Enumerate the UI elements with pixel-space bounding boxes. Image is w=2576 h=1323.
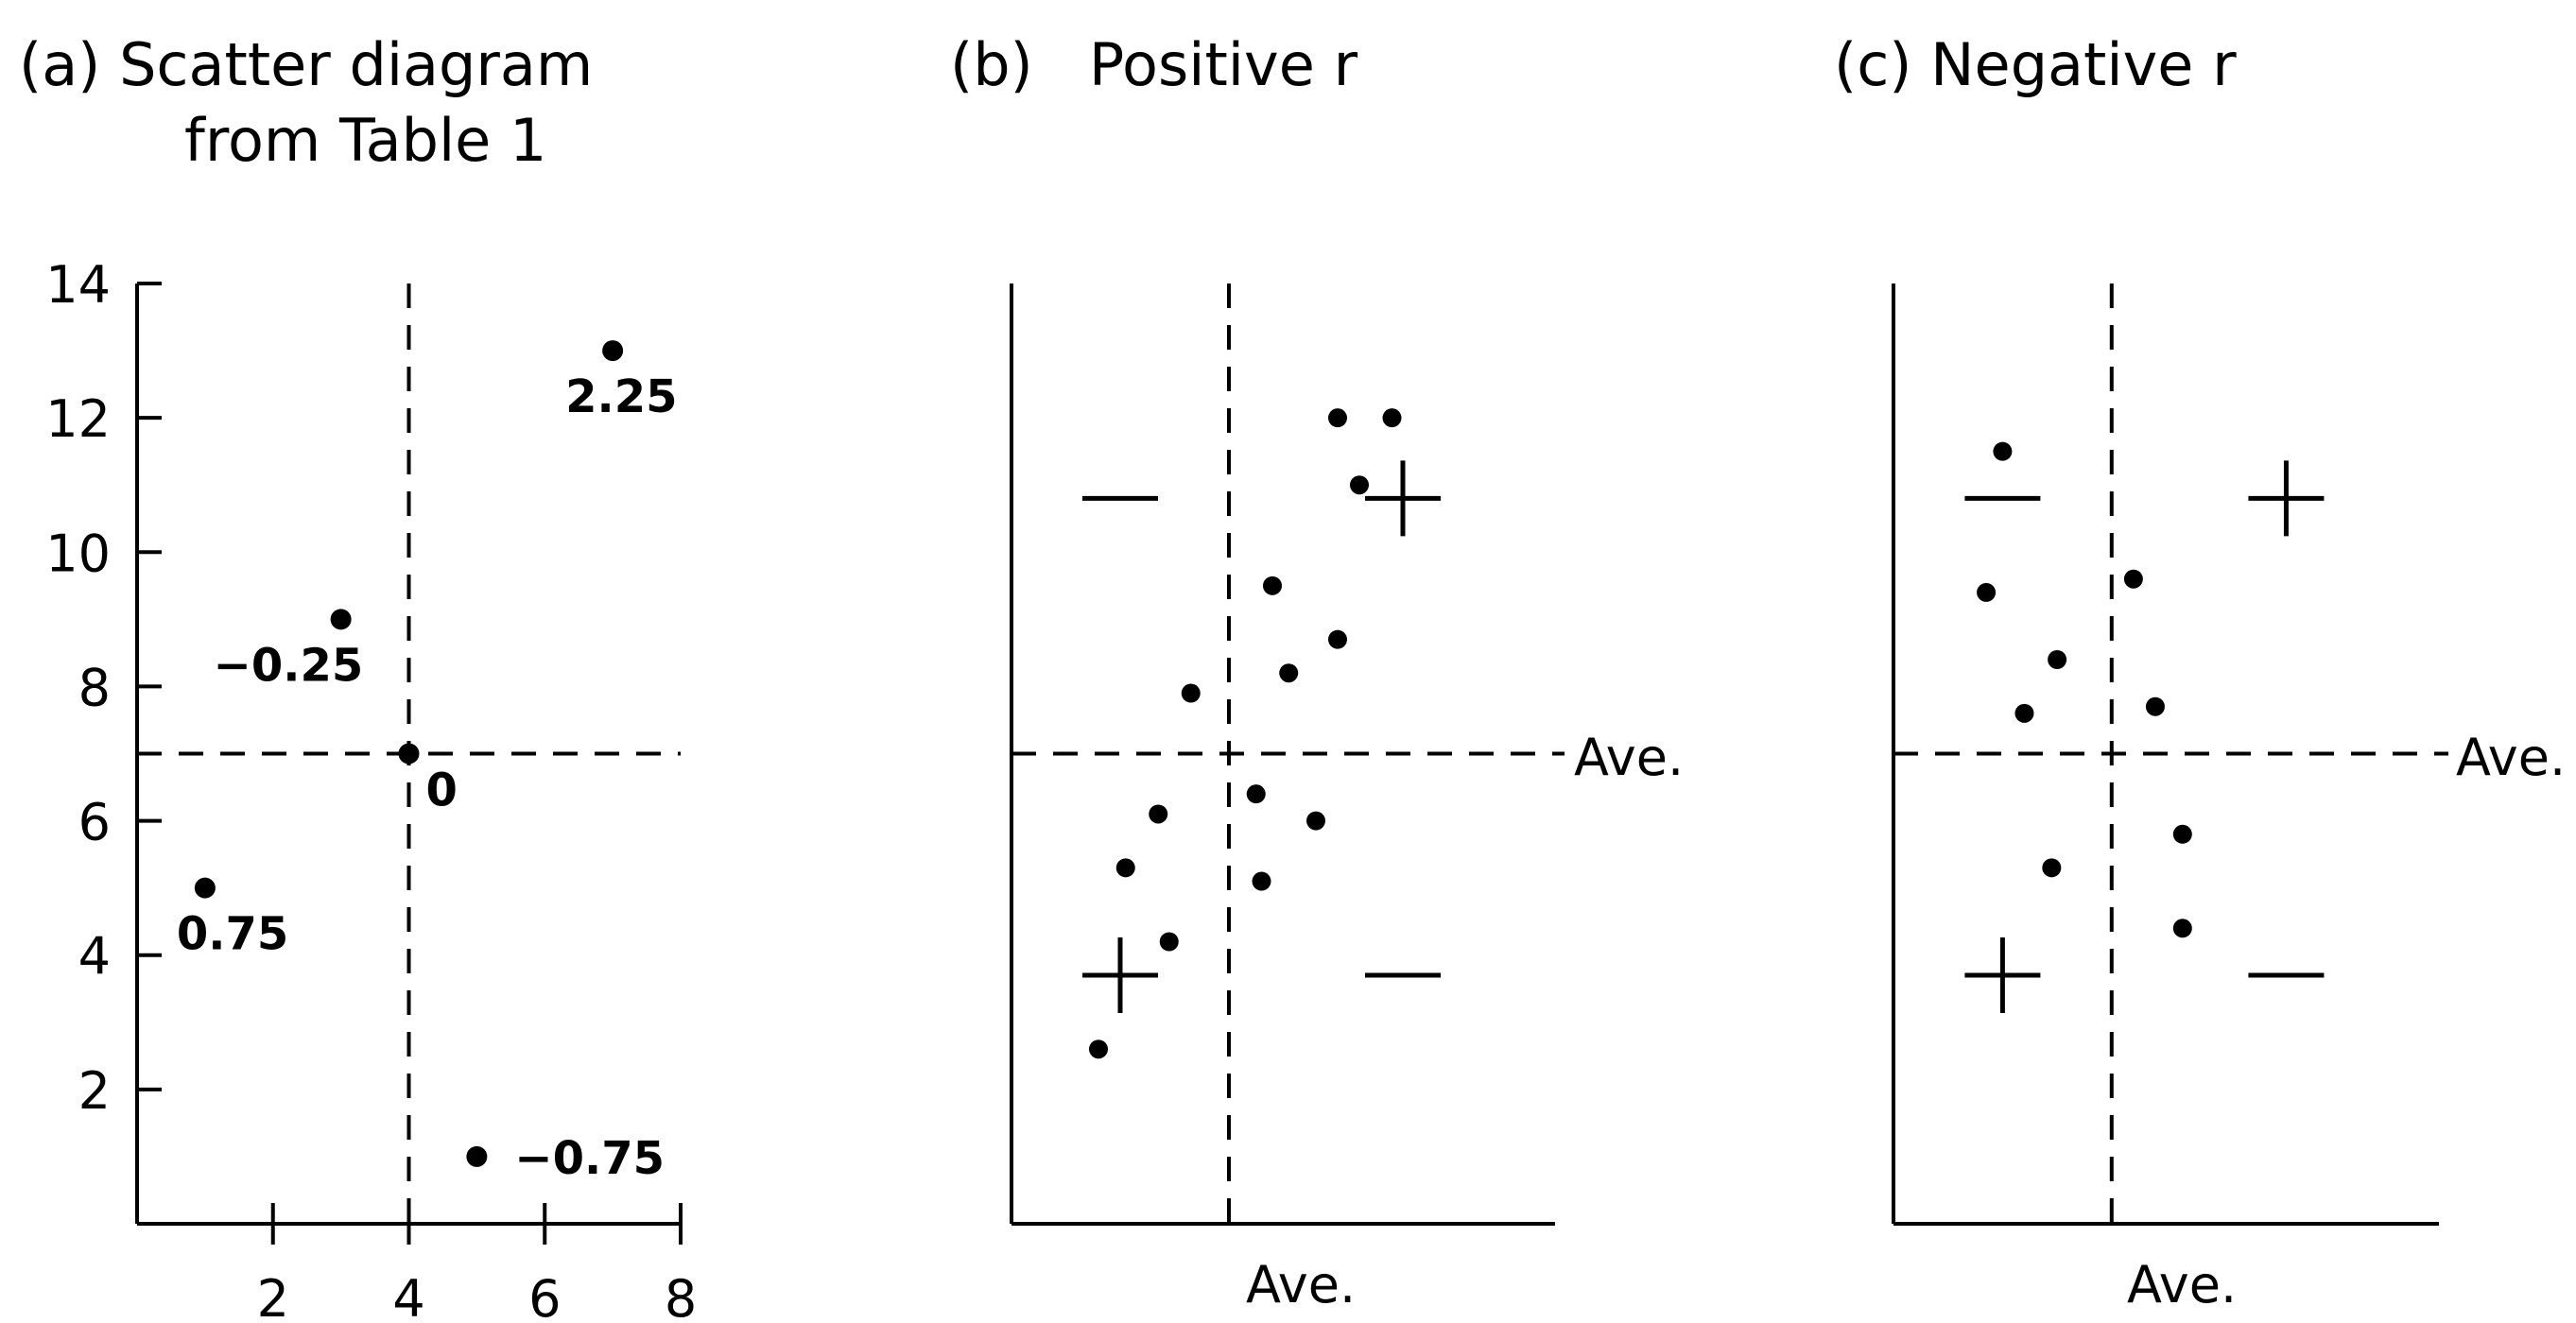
- panel-a-point-label: −0.25: [214, 639, 364, 692]
- panel-c-data-point: [2172, 824, 2192, 844]
- panel-a-data-point: [602, 340, 624, 362]
- panel-a-x-tick-label: 6: [528, 1269, 561, 1323]
- panel-a-x-tick-label: 8: [665, 1269, 697, 1323]
- panel-a-data-point: [466, 1145, 488, 1167]
- panel-a-y-tick-label: 10: [45, 524, 111, 583]
- panel-c-data-point: [2014, 703, 2034, 723]
- panel-a-y-tick-label: 8: [78, 658, 111, 717]
- panel-b-sign-lower-left: [1082, 937, 1158, 1014]
- panel-a-data-point: [194, 877, 216, 899]
- panel-c-plot: Ave. Ave.: [1892, 284, 2566, 1314]
- panel-b-data-point: [1115, 858, 1135, 878]
- panel-c-data-point: [2172, 919, 2192, 938]
- panel-b-data-point: [1263, 576, 1282, 595]
- panel-b-data-point: [1181, 683, 1201, 703]
- panel-b-data-point: [1306, 811, 1325, 831]
- panel-a-title-line2: from Table 1: [184, 106, 546, 175]
- panel-a-y-tick-label: 14: [45, 255, 111, 315]
- panel-a-y-tick-label: 4: [78, 927, 111, 987]
- panel-b-title: (b) Positive r: [950, 30, 1358, 99]
- panel-b-sign-upper-right: [1365, 460, 1441, 537]
- panel-c-data-point: [1977, 582, 1997, 602]
- panel-a-y-tick-label: 2: [78, 1061, 111, 1121]
- panel-c-data-point: [2145, 696, 2165, 716]
- panel-b-x-label: Ave.: [1246, 1255, 1356, 1314]
- panel-b-data-point: [1252, 871, 1271, 891]
- panel-a-data-point: [398, 743, 420, 765]
- panel-c-x-label: Ave.: [2127, 1255, 2237, 1314]
- panel-c-data-point: [2048, 650, 2067, 669]
- panel-c-sign-upper-right: [2248, 460, 2325, 537]
- panel-b-data-point: [1149, 804, 1168, 824]
- panel-a-point-label: 2.25: [565, 370, 677, 423]
- panel-a-y-tick-label: 6: [78, 793, 111, 852]
- panel-c-data-point: [2123, 569, 2143, 589]
- panel-a-x-tick-label: 4: [392, 1269, 424, 1323]
- panel-c-sign-lower-left: [1964, 937, 2041, 1014]
- panel-a-title-line1: (a) Scatter diagram: [19, 30, 593, 99]
- panel-a-point-label: −0.75: [514, 1132, 665, 1185]
- panel-a-point-label: 0.75: [177, 908, 288, 961]
- panel-b-data-point: [1382, 408, 1402, 428]
- panel-c-title: (c) Negative r: [1834, 30, 2237, 99]
- panel-c-ave-label-y: Ave.: [2456, 728, 2566, 787]
- panel-b-plot: Ave. Ave.: [1010, 284, 1684, 1314]
- panel-a-x-tick-label: 2: [257, 1269, 289, 1323]
- panel-b-data-point: [1350, 475, 1369, 495]
- panel-b-data-point: [1279, 663, 1299, 683]
- panel-a-data-point: [330, 609, 352, 630]
- panel-c-data-point: [2042, 858, 2062, 878]
- panel-b-data-point: [1246, 784, 1266, 804]
- panel-b-ave-label-y: Ave.: [1574, 728, 1684, 787]
- panel-b-data-point: [1089, 1040, 1108, 1059]
- panel-b-data-point: [1328, 408, 1347, 428]
- panel-a-point-label: 0: [426, 765, 458, 817]
- panel-b-data-point: [1328, 629, 1347, 649]
- panel-c-data-point: [1993, 441, 2013, 461]
- panel-b-data-point: [1159, 932, 1179, 952]
- panel-a-plot: 2 4 6 8 2 4 6 8 10 12 14 0.75 −0.25 0 −0.75 2.25: [45, 255, 697, 1323]
- panel-a-y-tick-label: 12: [45, 389, 111, 449]
